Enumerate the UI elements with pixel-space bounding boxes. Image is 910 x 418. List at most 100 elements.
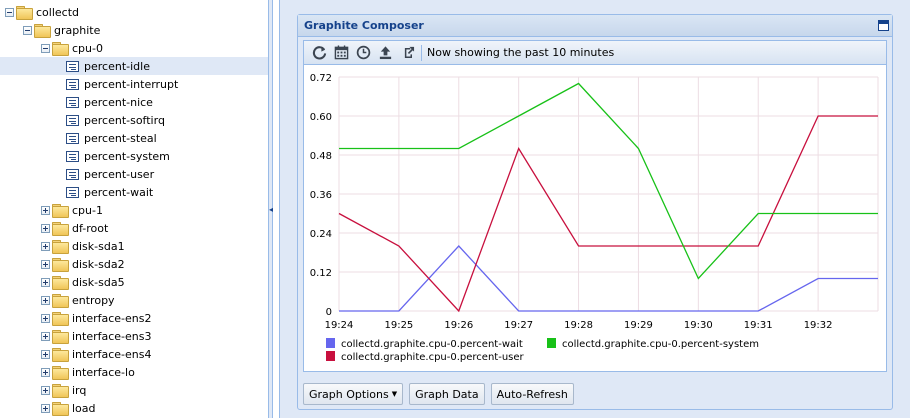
expand-icon[interactable] xyxy=(41,259,50,269)
collapse-icon[interactable] xyxy=(5,7,14,17)
metric-leaf-icon xyxy=(66,60,79,72)
collapse-icon[interactable] xyxy=(23,25,32,35)
tree-folder-entropy[interactable]: entropy xyxy=(0,291,268,309)
tree-item-label: irq xyxy=(72,383,87,397)
tree-folder-interface-ens3[interactable]: interface-ens3 xyxy=(0,327,268,345)
metric-tree: collectd graphite cpu-0 percent-idle percent… xyxy=(0,0,268,418)
folder-icon xyxy=(52,330,69,344)
tree-folder-cpu-0[interactable]: cpu-0 xyxy=(0,39,268,57)
composer-header: Graphite Composer xyxy=(298,15,892,37)
expand-icon[interactable] xyxy=(41,349,50,359)
expand-icon[interactable] xyxy=(41,241,50,251)
expand-icon[interactable] xyxy=(41,367,50,377)
y-tick-label: 0 xyxy=(326,307,332,318)
expand-icon[interactable] xyxy=(41,385,50,395)
folder-icon xyxy=(52,240,69,254)
x-tick-label: 19:27 xyxy=(504,320,533,331)
toolbar-separator xyxy=(421,44,422,61)
tree-leaf-percent-interrupt[interactable]: percent-interrupt xyxy=(0,75,268,93)
folder-icon xyxy=(52,402,69,416)
maximize-icon[interactable] xyxy=(878,20,889,31)
expand-icon[interactable] xyxy=(41,295,50,305)
composer-title: Graphite Composer xyxy=(304,19,424,32)
graph-data-button[interactable]: Graph Data xyxy=(409,383,485,405)
collapse-icon[interactable] xyxy=(41,43,50,53)
tree-item-label: percent-system xyxy=(84,149,170,163)
tree-item-label: df-root xyxy=(72,221,109,235)
clock-icon[interactable] xyxy=(352,43,374,63)
tree-leaf-percent-wait[interactable]: percent-wait xyxy=(0,183,268,201)
composer-toolbar: Now showing the past 10 minutes xyxy=(303,40,887,65)
tree-item-label: interface-ens2 xyxy=(72,311,152,325)
y-tick-label: 0.48 xyxy=(310,151,332,162)
x-tick-label: 19:30 xyxy=(684,320,713,331)
tree-folder-load[interactable]: load xyxy=(0,399,268,417)
refresh-icon[interactable] xyxy=(308,43,330,63)
expand-icon[interactable] xyxy=(41,277,50,287)
expand-icon[interactable] xyxy=(41,331,50,341)
tree-leaf-percent-system[interactable]: percent-system xyxy=(0,147,268,165)
folder-icon xyxy=(52,384,69,398)
splitter-edge xyxy=(279,0,285,418)
x-tick-label: 19:26 xyxy=(444,320,473,331)
metric-leaf-icon xyxy=(66,168,79,180)
expand-icon[interactable] xyxy=(41,313,50,323)
tree-folder-graphite[interactable]: graphite xyxy=(0,21,268,39)
x-tick-label: 19:25 xyxy=(384,320,413,331)
graph-options-label: Graph Options xyxy=(309,387,389,401)
panel-splitter[interactable]: ◂ xyxy=(268,0,285,418)
calendar-icon[interactable] xyxy=(330,43,352,63)
auto-refresh-button[interactable]: Auto-Refresh xyxy=(490,383,574,405)
legend-label-2: collectd.graphite.cpu-0.percent-system xyxy=(562,339,759,350)
tree-item-label: percent-interrupt xyxy=(84,77,179,91)
expand-icon[interactable] xyxy=(41,403,50,413)
x-tick-label: 19:24 xyxy=(325,320,354,331)
tree-folder-disk-sda5[interactable]: disk-sda5 xyxy=(0,273,268,291)
tree-leaf-percent-idle[interactable]: percent-idle xyxy=(0,57,268,75)
composer-button-bar: Graph Options ▼ Graph Data Auto-Refresh xyxy=(303,383,574,407)
y-tick-label: 0.24 xyxy=(310,229,332,240)
y-tick-label: 0.72 xyxy=(310,73,332,84)
legend-label-1: collectd.graphite.cpu-0.percent-user xyxy=(341,352,525,363)
tree-leaf-percent-softirq[interactable]: percent-softirq xyxy=(0,111,268,129)
series-line-0 xyxy=(339,245,878,312)
tree-folder-irq[interactable]: irq xyxy=(0,381,268,399)
tree-folder-collectd[interactable]: collectd xyxy=(0,3,268,21)
tree-item-label: disk-sda5 xyxy=(72,275,125,289)
expand-icon[interactable] xyxy=(41,205,50,215)
tree-folder-disk-sda1[interactable]: disk-sda1 xyxy=(0,237,268,255)
splitter-bar[interactable] xyxy=(268,0,273,418)
tree-item-label: collectd xyxy=(36,5,80,19)
tree-item-label: interface-ens3 xyxy=(72,329,152,343)
tree-item-label: cpu-1 xyxy=(72,203,103,217)
share-icon[interactable] xyxy=(396,43,418,63)
folder-icon xyxy=(52,366,69,380)
expand-icon[interactable] xyxy=(41,223,50,233)
tree-folder-interface-ens2[interactable]: interface-ens2 xyxy=(0,309,268,327)
tree-folder-interface-lo[interactable]: interface-lo xyxy=(0,363,268,381)
tree-leaf-percent-nice[interactable]: percent-nice xyxy=(0,93,268,111)
tree-folder-cpu-1[interactable]: cpu-1 xyxy=(0,201,268,219)
tree-item-label: graphite xyxy=(54,23,101,37)
tree-item-label: entropy xyxy=(72,293,115,307)
tree-folder-interface-ens4[interactable]: interface-ens4 xyxy=(0,345,268,363)
folder-icon xyxy=(52,348,69,362)
upload-icon[interactable] xyxy=(374,43,396,63)
series-line-1 xyxy=(338,115,878,313)
dropdown-arrow-icon: ▼ xyxy=(391,390,398,398)
line-chart: 0 0.12 0.24 0.36 0.48 0.60 0.72 19:24 19:25 19:26… xyxy=(310,73,879,363)
graph-options-button[interactable]: Graph Options ▼ xyxy=(303,383,404,405)
legend-label-0: collectd.graphite.cpu-0.percent-wait xyxy=(341,339,523,350)
collapse-arrow-icon[interactable]: ◂ xyxy=(269,205,274,214)
metric-leaf-icon xyxy=(66,78,79,90)
metric-leaf-icon xyxy=(66,150,79,162)
tree-item-label: cpu-0 xyxy=(72,41,103,55)
tree-folder-disk-sda2[interactable]: disk-sda2 xyxy=(0,255,268,273)
tree-leaf-percent-user[interactable]: percent-user xyxy=(0,165,268,183)
composer-area: Graphite Composer Now showing the past 1… xyxy=(285,0,910,418)
tree-folder-df-root[interactable]: df-root xyxy=(0,219,268,237)
tree-item-label: interface-ens4 xyxy=(72,347,152,361)
series-line-2 xyxy=(339,82,878,280)
tree-item-label: percent-user xyxy=(84,167,155,181)
tree-leaf-percent-steal[interactable]: percent-steal xyxy=(0,129,268,147)
